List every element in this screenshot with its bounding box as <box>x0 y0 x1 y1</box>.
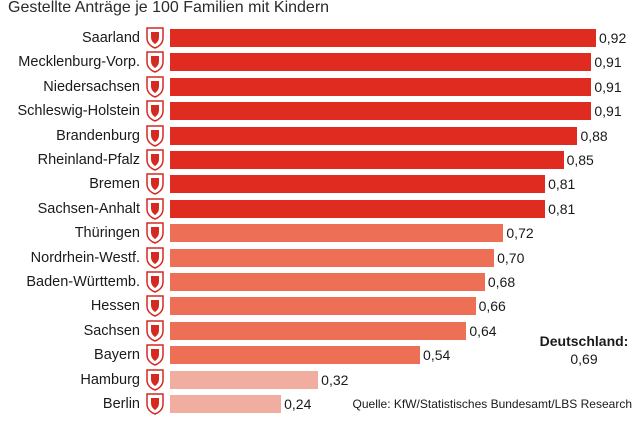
bar <box>170 175 546 194</box>
germany-label: Deutschland: <box>539 333 629 349</box>
bar-chart: Saarland 0,92 Mecklenburg-Vorp. 0,91 Nieders… <box>0 26 640 416</box>
coat-of-arms-icon <box>146 393 164 415</box>
category-label: Mecklenburg-Vorp. <box>18 54 140 71</box>
bar <box>170 224 504 243</box>
coat-of-arms-icon <box>146 368 164 391</box>
data-label: 0,92 <box>599 30 627 46</box>
data-label: 0,72 <box>506 225 534 242</box>
coat-of-arms-icon <box>146 124 164 147</box>
chart-row: Saarland 0,92 <box>0 26 640 50</box>
data-label: 0,85 <box>566 152 594 168</box>
coat-of-arms-icon <box>146 76 164 98</box>
bar <box>170 126 578 145</box>
bar <box>170 151 564 169</box>
coat-of-arms-icon <box>146 198 164 220</box>
germany-value: 0,69 <box>570 351 598 367</box>
bar <box>170 273 485 291</box>
data-label: 0,91 <box>594 54 622 71</box>
coat-of-arms-icon <box>146 27 164 49</box>
coat-of-arms-icon <box>146 295 164 318</box>
data-label: 0,70 <box>497 249 525 266</box>
coat-of-arms-icon <box>146 320 164 342</box>
category-label: Berlin <box>102 396 140 412</box>
coat-of-arms-icon <box>146 149 164 171</box>
chart-row: Mecklenburg-Vorp. 0,91 <box>0 50 640 74</box>
bar <box>170 395 282 413</box>
data-label: 0,66 <box>478 298 506 315</box>
bar <box>170 370 319 389</box>
bar <box>170 321 467 340</box>
data-label: 0,91 <box>594 103 622 120</box>
coat-of-arms-icon <box>146 271 164 293</box>
category-label: Nordrhein-Westf. <box>30 249 140 266</box>
data-label: 0,68 <box>487 274 516 290</box>
category-label: Rheinland-Pfalz <box>37 152 140 168</box>
coat-of-arms-icon <box>146 100 164 122</box>
bar <box>170 29 596 47</box>
category-label: Baden-Württemb. <box>26 274 140 290</box>
data-label: 0,81 <box>548 200 576 217</box>
coat-of-arms-icon <box>146 246 164 269</box>
coat-of-arms-icon <box>146 222 164 244</box>
coat-of-arms-icon <box>146 173 164 196</box>
category-label: Bayern <box>94 347 140 364</box>
category-label: Schleswig-Holstein <box>17 103 141 120</box>
data-label: 0,32 <box>321 371 349 388</box>
bar <box>170 77 592 96</box>
chart-row: Sachsen 0,64 <box>0 319 640 343</box>
bar <box>170 102 592 121</box>
bar <box>170 248 495 267</box>
data-label: 0,64 <box>469 322 497 339</box>
chart-row: Nordrhein-Westf. 0,70 <box>0 246 640 270</box>
source-note: Quelle: KfW/Statistisches Bundesamt/LBS … <box>352 397 632 411</box>
data-label: 0,88 <box>580 127 608 144</box>
data-label: 0,24 <box>284 396 312 412</box>
chart-row: Bayern 0,54 <box>0 343 640 367</box>
category-label: Niedersachsen <box>43 78 140 95</box>
chart-row: Brandenburg 0,88 <box>0 124 640 148</box>
chart-row: Rheinland-Pfalz 0,85 <box>0 148 640 172</box>
germany-annotation: Deutschland: 0,69 <box>534 332 634 368</box>
category-label: Hessen <box>90 298 140 315</box>
category-label: Hamburg <box>80 371 140 388</box>
bar <box>170 199 546 218</box>
bar <box>170 53 592 72</box>
chart-row: Hamburg 0,32 <box>0 368 640 392</box>
bar <box>170 346 421 365</box>
chart-row: Thüringen 0,72 <box>0 221 640 245</box>
category-label: Thüringen <box>74 225 140 242</box>
category-label: Saarland <box>81 30 140 46</box>
chart-row: Niedersachsen 0,91 <box>0 75 640 99</box>
chart-row: Schleswig-Holstein 0,91 <box>0 99 640 123</box>
coat-of-arms-icon <box>146 51 164 74</box>
chart-row: Sachsen-Anhalt 0,81 <box>0 197 640 221</box>
chart-title: Gestellte Anträge je 100 Familien mit Ki… <box>8 0 330 16</box>
bar <box>170 297 476 316</box>
data-label: 0,91 <box>594 78 622 95</box>
data-label: 0,54 <box>423 347 451 364</box>
category-label: Sachsen <box>83 322 140 339</box>
coat-of-arms-icon <box>146 344 164 366</box>
category-label: Bremen <box>89 176 140 193</box>
category-label: Sachsen-Anhalt <box>37 200 140 217</box>
chart-row: Hessen 0,66 <box>0 294 640 318</box>
chart-row: Bremen 0,81 <box>0 172 640 196</box>
chart-row: Baden-Württemb. 0,68 <box>0 270 640 294</box>
category-label: Brandenburg <box>56 127 140 144</box>
data-label: 0,81 <box>548 176 576 193</box>
chart-row: Berlin 0,24 <box>0 392 640 416</box>
